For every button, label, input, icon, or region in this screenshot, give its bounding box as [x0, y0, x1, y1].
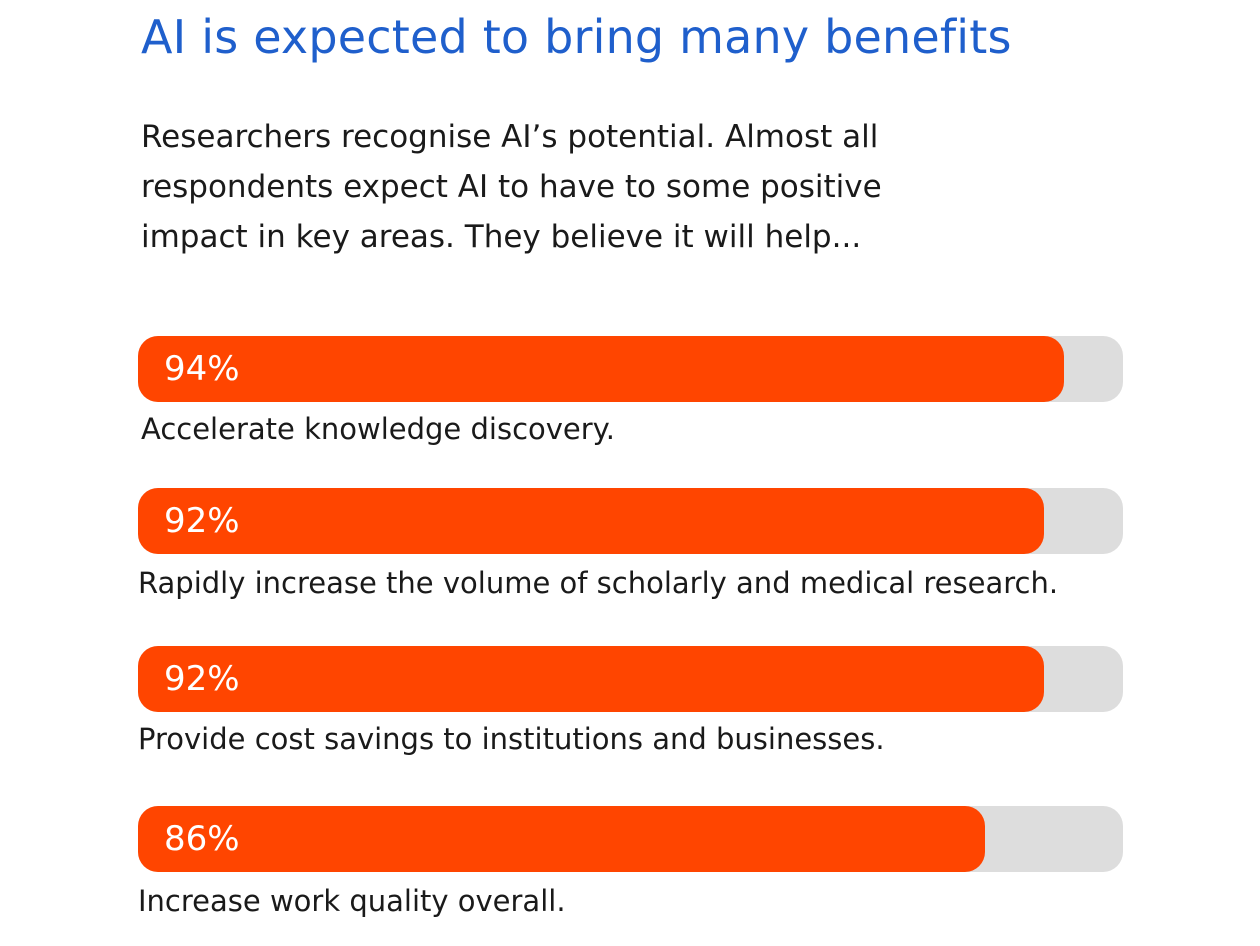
bar-fill: 94%	[138, 336, 1064, 402]
bar-category-label: Increase work quality overall.	[138, 884, 566, 918]
bar-track: 92%	[138, 646, 1123, 712]
bar-value-label: 92%	[164, 501, 240, 541]
bar-fill: 86%	[138, 806, 985, 872]
bar-category-label: Accelerate knowledge discovery.	[141, 412, 615, 446]
bar-value-label: 86%	[164, 819, 240, 859]
bar-track: 92%	[138, 488, 1123, 554]
bar-value-label: 94%	[164, 349, 240, 389]
bar-fill: 92%	[138, 488, 1044, 554]
page-title: AI is expected to bring many benefits	[141, 10, 1012, 64]
bar-track: 86%	[138, 806, 1123, 872]
bar-fill: 92%	[138, 646, 1044, 712]
intro-paragraph: Researchers recognise AI’s potential. Al…	[141, 119, 882, 255]
bar-value-label: 92%	[164, 659, 240, 699]
bar-track: 94%	[138, 336, 1123, 402]
bar-category-label: Rapidly increase the volume of scholarly…	[138, 566, 1059, 600]
bar-category-label: Provide cost savings to institutions and…	[138, 722, 885, 756]
